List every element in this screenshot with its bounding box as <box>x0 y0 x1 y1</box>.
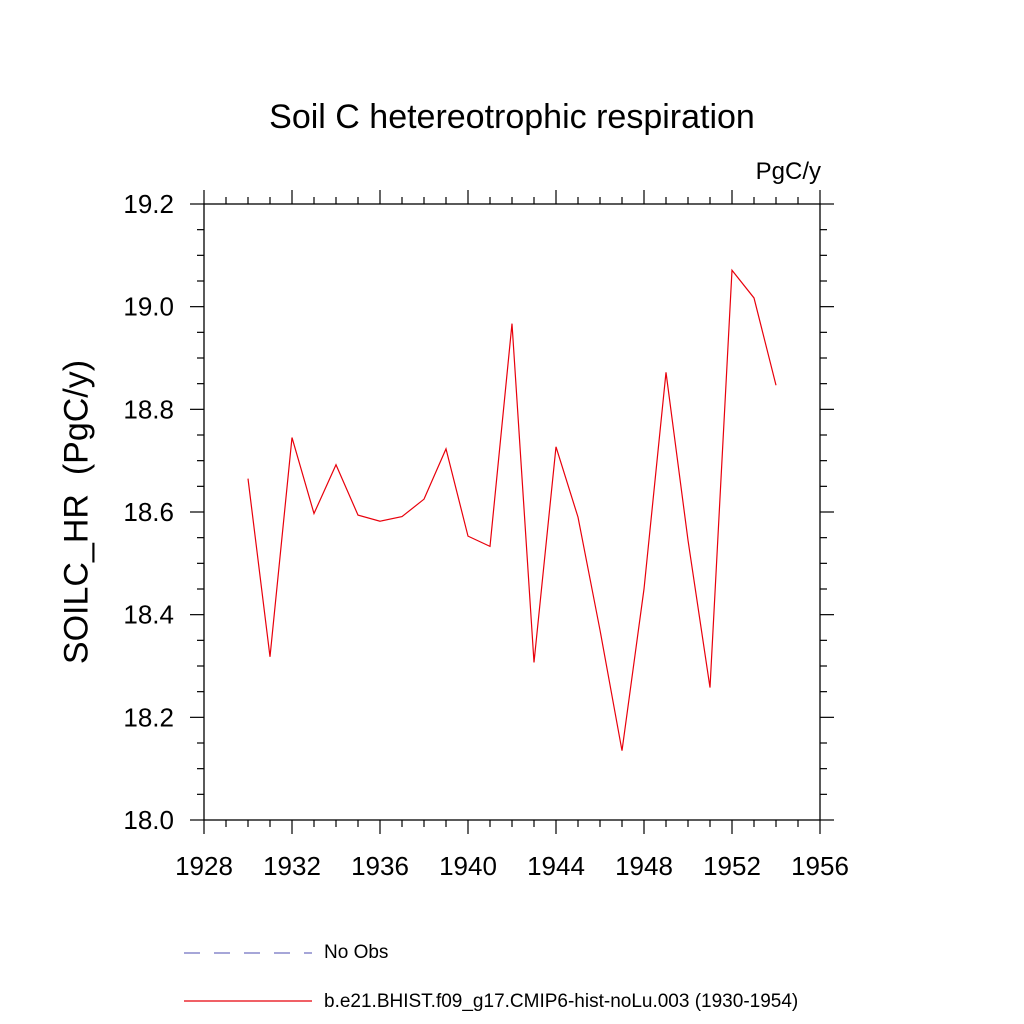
data-point <box>291 436 293 438</box>
data-point <box>555 446 557 448</box>
data-point <box>445 448 447 450</box>
legend-lines <box>184 952 312 1002</box>
data-point <box>753 297 755 299</box>
units-label: PgC/y <box>755 158 821 185</box>
y-tick-label: 18.6 <box>123 497 174 527</box>
x-tick-label: 1956 <box>791 851 849 881</box>
y-tick-label: 18.4 <box>123 600 174 630</box>
x-tick-label: 1952 <box>703 851 761 881</box>
data-point <box>687 539 689 541</box>
x-tick-label: 1940 <box>439 851 497 881</box>
data-point <box>599 629 601 631</box>
y-tick-label: 18.2 <box>123 702 174 732</box>
x-tick-label: 1948 <box>615 851 673 881</box>
plot-border <box>203 203 821 821</box>
data-point <box>709 686 711 688</box>
data-point <box>335 464 337 466</box>
axis-ticks <box>190 190 834 834</box>
series-line <box>247 268 777 751</box>
legend-label-no-obs: No Obs <box>324 942 389 963</box>
data-point <box>511 322 513 324</box>
data-point <box>731 269 733 271</box>
data-point <box>313 512 315 514</box>
data-point <box>247 477 249 479</box>
data-point <box>467 535 469 537</box>
x-tick-label: 1944 <box>527 851 585 881</box>
series-lines <box>247 268 777 752</box>
y-axis-label: SOILC_HR (PgC/y) <box>57 359 96 665</box>
data-point <box>489 545 491 547</box>
data-point <box>379 520 381 522</box>
data-point <box>357 514 359 516</box>
legend-label-model: b.e21.BHIST.f09_g17.CMIP6-hist-noLu.003 … <box>324 991 799 1012</box>
y-tick-label: 19.2 <box>123 189 174 219</box>
tick-labels: 1928 1932 1936 1940 1944 1948 1952 1956 18.0 18.2… <box>123 189 849 881</box>
data-point <box>401 515 403 517</box>
data-point <box>621 750 623 752</box>
data-point <box>643 588 645 590</box>
x-tick-label: 1936 <box>351 851 409 881</box>
data-point <box>577 516 579 518</box>
data-point <box>269 656 271 658</box>
x-tick-label: 1932 <box>263 851 321 881</box>
data-point <box>775 384 777 386</box>
data-point <box>533 661 535 663</box>
y-tick-label: 19.0 <box>123 292 174 322</box>
y-tick-label: 18.0 <box>123 805 174 835</box>
chart-title: Soil C hetereotrophic respiration <box>269 98 755 136</box>
axes-frame <box>203 203 821 821</box>
data-point <box>423 498 425 500</box>
data-point <box>665 371 667 373</box>
y-tick-label: 18.8 <box>123 394 174 424</box>
x-tick-label: 1928 <box>175 851 233 881</box>
